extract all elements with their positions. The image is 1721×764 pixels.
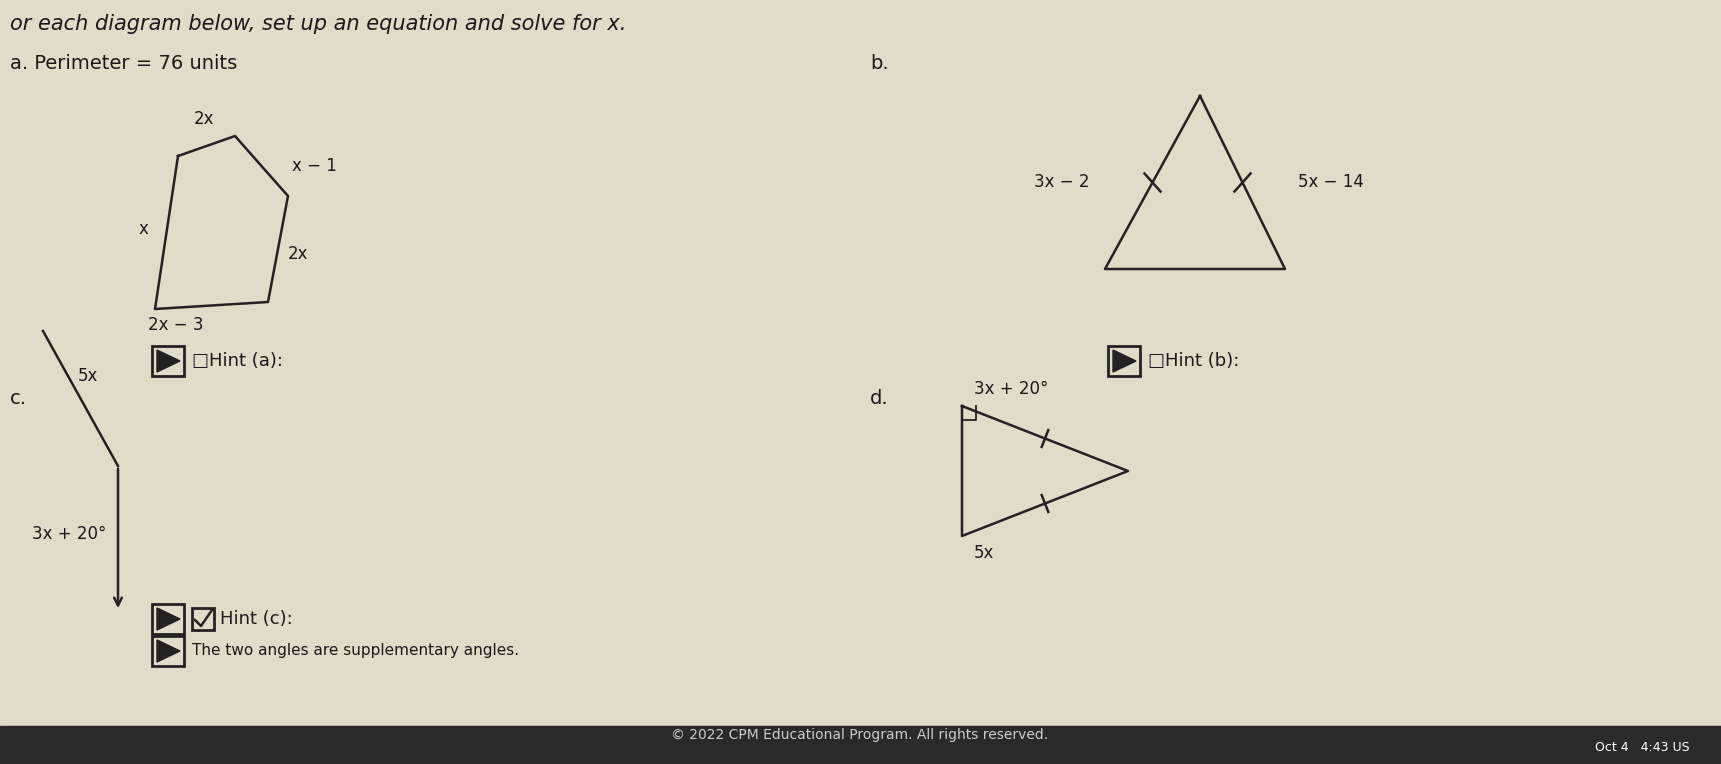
Text: 2x − 3: 2x − 3: [148, 316, 203, 334]
Text: c.: c.: [10, 389, 28, 408]
Text: 2x: 2x: [287, 245, 308, 263]
Text: © 2022 CPM Educational Program. All rights reserved.: © 2022 CPM Educational Program. All righ…: [671, 728, 1048, 742]
Text: x: x: [138, 220, 148, 238]
Text: The two angles are supplementary angles.: The two angles are supplementary angles.: [193, 643, 520, 659]
Text: x − 1: x − 1: [293, 157, 337, 175]
Polygon shape: [157, 640, 181, 662]
Bar: [151, 604, 184, 634]
Text: Hint (c):: Hint (c):: [220, 610, 293, 628]
Polygon shape: [1113, 350, 1136, 372]
Text: d.: d.: [871, 389, 888, 408]
Text: 3x + 20°: 3x + 20°: [31, 525, 107, 543]
Text: 5x − 14: 5x − 14: [1298, 173, 1363, 191]
Text: 5x: 5x: [974, 544, 995, 562]
Text: 5x: 5x: [77, 367, 98, 385]
Text: 3x + 20°: 3x + 20°: [974, 380, 1048, 398]
Text: □Hint (b):: □Hint (b):: [1148, 352, 1239, 370]
Polygon shape: [157, 608, 181, 630]
Polygon shape: [157, 350, 181, 372]
Text: or each diagram below, set up an equation and solve for x.: or each diagram below, set up an equatio…: [10, 14, 626, 34]
Bar: [1108, 346, 1139, 376]
Text: a. Perimeter = 76 units: a. Perimeter = 76 units: [10, 54, 237, 73]
Bar: [193, 608, 213, 630]
Text: 2x: 2x: [194, 110, 213, 128]
Text: b.: b.: [871, 54, 888, 73]
Bar: [151, 346, 184, 376]
Bar: [0, 726, 1721, 764]
Bar: [151, 636, 184, 666]
Text: 3x − 2: 3x − 2: [1034, 173, 1089, 191]
Text: Oct 4   4:43 US: Oct 4 4:43 US: [1595, 741, 1690, 754]
Text: □Hint (a):: □Hint (a):: [193, 352, 282, 370]
